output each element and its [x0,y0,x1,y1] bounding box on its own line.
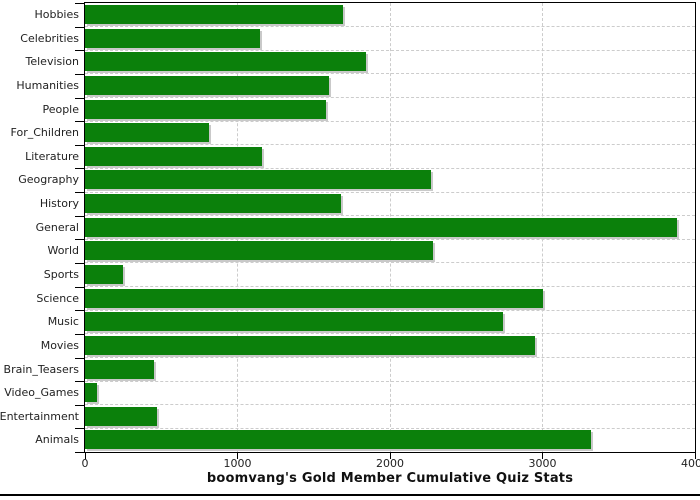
y-axis-tick [75,262,85,264]
bar-history [85,194,342,214]
y-axis-tick [75,381,85,383]
y-axis-label: Sports [43,267,79,281]
bar-literature [85,146,262,166]
y-axis-tick [75,121,85,123]
bar-movies [85,335,535,355]
y-axis-tick [75,215,85,217]
row-separator [85,286,695,288]
bar-for_children [85,123,209,143]
y-axis-tick [75,428,85,430]
row-separator [85,26,695,28]
row-separator [85,97,695,98]
y-axis-tick [75,168,85,170]
y-axis-label: Celebrities [20,31,79,45]
row-separator [85,404,695,406]
bar-celebrities [85,28,261,48]
x-axis-tick [542,453,543,459]
row-separator [85,427,695,429]
row-separator [85,167,695,169]
plot-area [84,2,696,453]
row-separator [85,262,695,264]
row-separator [85,357,695,358]
bar-geography [85,170,432,190]
y-axis-tick [75,50,85,52]
y-axis-label: Video_Games [4,386,79,400]
x-axis-tick [237,453,238,459]
row-separator [85,191,695,193]
y-axis-tick [75,333,85,335]
bar-television [85,52,366,72]
y-axis-tick [75,26,85,28]
y-axis-label: Science [36,291,79,305]
y-axis-tick [75,452,85,453]
bar-animals [85,430,592,450]
y-axis-label: For_Children [10,126,79,140]
x-axis-tick-label: 1000 [223,457,252,470]
bar-people [85,99,326,119]
bar-entertainment [85,406,157,426]
row-separator [85,333,695,335]
y-axis-label: Literature [25,149,79,163]
y-axis-tick [75,357,85,359]
y-axis-tick [75,73,85,75]
y-axis-tick [75,404,85,406]
x-axis-tick-label: 2000 [376,457,404,470]
bar-science [85,288,543,308]
y-axis-label: Entertainment [0,409,79,423]
y-axis-label: Geography [18,173,79,187]
bar-music [85,312,503,332]
bar-general [85,217,677,237]
y-axis-tick [75,286,85,288]
x-axis-tick [694,453,696,459]
y-axis-tick [75,192,85,194]
y-axis-label: General [35,220,79,234]
bar-brain_teasers [85,359,154,379]
bar-world [85,241,433,261]
y-axis-label: Hobbies [34,8,79,21]
y-axis-tick [75,97,85,99]
y-axis-label: Animals [35,433,79,447]
x-axis-tick-label: 0 [81,457,89,470]
row-separator [85,73,695,75]
x-axis-tick-label: 3000 [528,457,557,470]
row-separator [85,380,695,382]
row-separator [85,49,695,51]
y-axis-label: Music [47,315,79,329]
x-axis-tick-label: 4000 [681,457,700,470]
row-separator [85,120,695,122]
bar-video_games [85,383,98,403]
bar-hobbies [85,5,343,24]
row-separator [85,238,695,240]
y-axis-tick [75,144,85,146]
y-axis-label: Television [25,55,80,69]
bar-sports [85,264,124,284]
row-separator [85,309,695,311]
x-axis-tick [389,453,391,459]
row-separator [85,215,695,217]
y-axis-label: People [42,102,79,116]
y-axis-label: Humanities [16,78,79,92]
y-axis-tick [75,239,85,241]
y-axis-label: Brain_Teasers [3,362,79,376]
chart-title: boomvang's Gold Member Cumulative Quiz S… [206,471,574,486]
y-axis-tick [75,310,85,312]
y-axis-label: History [39,197,79,211]
row-separator [85,144,695,146]
bottom-rule [0,494,700,496]
bar-humanities [85,75,329,95]
y-axis-tick [75,3,85,4]
x-axis-tick [84,453,86,459]
y-axis-label: World [47,244,79,258]
y-axis-label: Movies [40,338,79,352]
